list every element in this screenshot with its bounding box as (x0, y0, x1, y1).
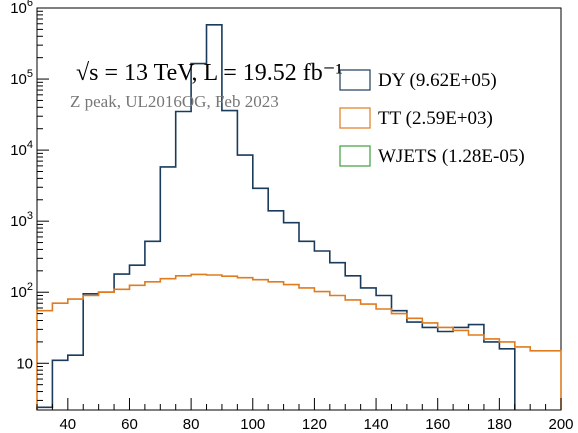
legend-label-tt: TT (2.59E+03) (378, 108, 493, 129)
legend-label-wjets: WJETS (1.28E-05) (378, 146, 525, 167)
x-tick-label: 180 (487, 416, 512, 433)
legend-label-dy: DY (9.62E+05) (378, 70, 497, 91)
energy-lumi-label: √s = 13 TeV, L = 19.52 fb⁻¹ (76, 60, 343, 86)
x-tick-label: 200 (548, 416, 573, 433)
x-tick-label: 120 (302, 416, 327, 433)
y-tick-label: 102 (10, 281, 33, 301)
y-tick-label: 103 (10, 210, 33, 230)
legend-swatch-tt (339, 107, 371, 129)
x-tick-label: 80 (183, 416, 200, 433)
axes-layer: 40 60 80 100 120 140 160 180 200 10 102 103 104 105 10… (10, 0, 573, 433)
y-tick-label: 10 (16, 355, 33, 372)
legend: DY (9.62E+05) TT (2.59E+03) WJETS (1.28E… (339, 69, 525, 167)
legend-swatch-dy (339, 69, 371, 91)
y-tick-label: 105 (10, 68, 33, 88)
y-tick-label: 104 (10, 139, 33, 159)
x-tick-label: 60 (121, 416, 138, 433)
series-line-0 (36, 24, 516, 410)
x-tick-label: 140 (364, 416, 389, 433)
legend-swatch-wjets (339, 145, 371, 167)
series-line-1 (36, 273, 562, 410)
x-tick-label: 160 (425, 416, 450, 433)
subtitle-label: Z peak, UL2016OG, Feb 2023 (70, 92, 279, 111)
y-tick-label: 106 (10, 0, 33, 17)
x-tick-label: 40 (59, 416, 76, 433)
histogram-layer (36, 24, 562, 410)
x-tick-label: 100 (240, 416, 265, 433)
